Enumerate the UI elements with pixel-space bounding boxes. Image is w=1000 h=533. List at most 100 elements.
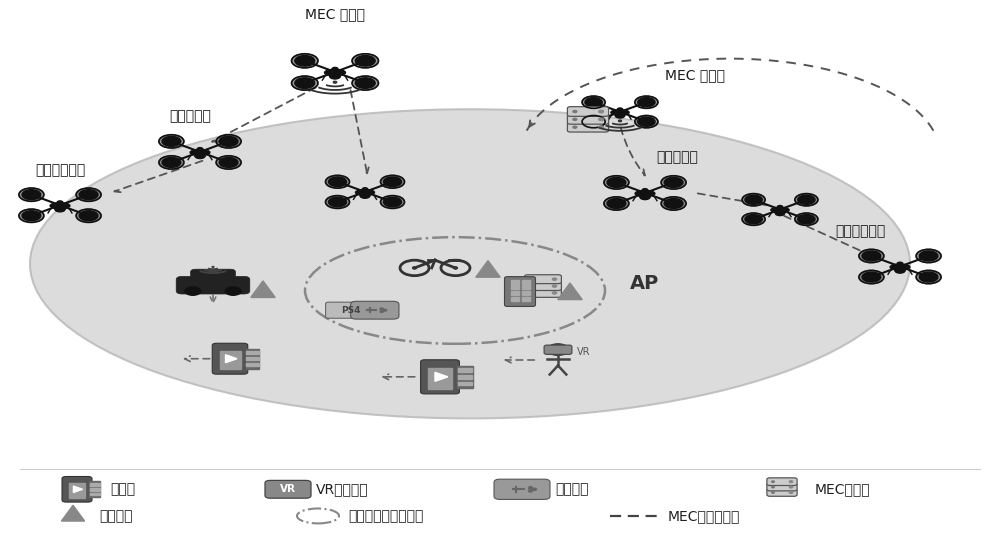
Circle shape: [325, 196, 350, 208]
Circle shape: [798, 195, 815, 204]
Bar: [90, 488, 100, 490]
Ellipse shape: [771, 207, 789, 213]
Bar: [246, 357, 259, 360]
Circle shape: [22, 190, 41, 200]
Polygon shape: [226, 355, 237, 362]
Bar: [428, 368, 452, 389]
Ellipse shape: [325, 69, 345, 76]
Bar: [458, 368, 472, 372]
Circle shape: [599, 110, 604, 113]
FancyBboxPatch shape: [525, 288, 561, 297]
Polygon shape: [73, 486, 83, 492]
Circle shape: [582, 96, 605, 108]
FancyBboxPatch shape: [191, 269, 235, 282]
Bar: [511, 297, 519, 301]
Circle shape: [862, 272, 881, 282]
Circle shape: [55, 206, 65, 212]
Circle shape: [197, 148, 203, 151]
Circle shape: [360, 193, 370, 198]
Text: 用户无人机覆盖范围: 用户无人机覆盖范围: [348, 509, 423, 523]
Text: MEC无人机轨迹: MEC无人机轨迹: [668, 509, 740, 523]
Circle shape: [162, 157, 181, 167]
Circle shape: [777, 206, 783, 208]
FancyBboxPatch shape: [767, 489, 797, 496]
Circle shape: [325, 175, 350, 188]
Circle shape: [745, 215, 762, 224]
Circle shape: [916, 270, 941, 284]
Circle shape: [355, 78, 375, 88]
FancyBboxPatch shape: [525, 274, 561, 284]
FancyBboxPatch shape: [421, 360, 459, 394]
Circle shape: [642, 189, 648, 192]
Bar: [69, 483, 85, 498]
Circle shape: [607, 198, 626, 208]
Bar: [89, 481, 100, 497]
Ellipse shape: [190, 149, 210, 156]
Circle shape: [573, 118, 577, 120]
FancyBboxPatch shape: [176, 277, 250, 294]
Circle shape: [772, 492, 774, 493]
Circle shape: [772, 486, 774, 488]
Circle shape: [328, 197, 346, 207]
Circle shape: [380, 196, 404, 208]
Circle shape: [789, 486, 793, 488]
Circle shape: [352, 54, 378, 68]
Circle shape: [195, 153, 205, 158]
Circle shape: [552, 292, 557, 294]
Circle shape: [76, 209, 101, 222]
Circle shape: [640, 194, 650, 199]
Bar: [220, 351, 240, 369]
Circle shape: [328, 177, 346, 187]
Circle shape: [216, 135, 241, 148]
FancyBboxPatch shape: [326, 302, 384, 318]
Ellipse shape: [890, 264, 910, 270]
Circle shape: [585, 98, 602, 107]
Circle shape: [742, 193, 765, 206]
Bar: [511, 280, 519, 284]
Polygon shape: [558, 283, 582, 300]
Ellipse shape: [356, 189, 374, 196]
Text: MEC 无人机: MEC 无人机: [665, 69, 725, 83]
Circle shape: [617, 108, 623, 111]
Circle shape: [552, 285, 557, 287]
FancyBboxPatch shape: [567, 115, 609, 124]
Bar: [522, 297, 530, 301]
Circle shape: [159, 135, 184, 148]
Circle shape: [615, 113, 625, 118]
Bar: [90, 483, 100, 486]
Circle shape: [219, 136, 238, 147]
Circle shape: [897, 262, 903, 265]
Circle shape: [530, 292, 533, 294]
Circle shape: [19, 188, 44, 201]
Circle shape: [383, 309, 387, 311]
Text: PS4: PS4: [341, 306, 360, 314]
Text: 簇头无人机: 簇头无人机: [169, 110, 211, 124]
Circle shape: [453, 267, 457, 269]
FancyBboxPatch shape: [567, 123, 609, 132]
FancyBboxPatch shape: [567, 107, 609, 116]
Ellipse shape: [50, 203, 70, 209]
Circle shape: [635, 116, 658, 128]
Text: 簇头无人机: 簇头无人机: [656, 150, 698, 164]
FancyBboxPatch shape: [767, 478, 797, 486]
Circle shape: [664, 177, 683, 188]
Circle shape: [919, 272, 938, 282]
Polygon shape: [476, 261, 500, 277]
Circle shape: [789, 481, 793, 482]
FancyBboxPatch shape: [505, 277, 536, 306]
Circle shape: [219, 157, 238, 167]
Text: VR虚拟现实: VR虚拟现实: [316, 482, 369, 496]
Circle shape: [775, 211, 785, 216]
Circle shape: [352, 76, 378, 90]
Circle shape: [295, 55, 315, 66]
Bar: [246, 351, 259, 354]
Circle shape: [380, 308, 383, 310]
Bar: [522, 291, 530, 295]
Circle shape: [292, 54, 318, 68]
Circle shape: [895, 268, 905, 273]
Circle shape: [413, 267, 417, 269]
Circle shape: [798, 215, 815, 224]
Bar: [246, 363, 259, 366]
Bar: [458, 382, 472, 385]
Text: MEC 无人机: MEC 无人机: [305, 7, 365, 21]
